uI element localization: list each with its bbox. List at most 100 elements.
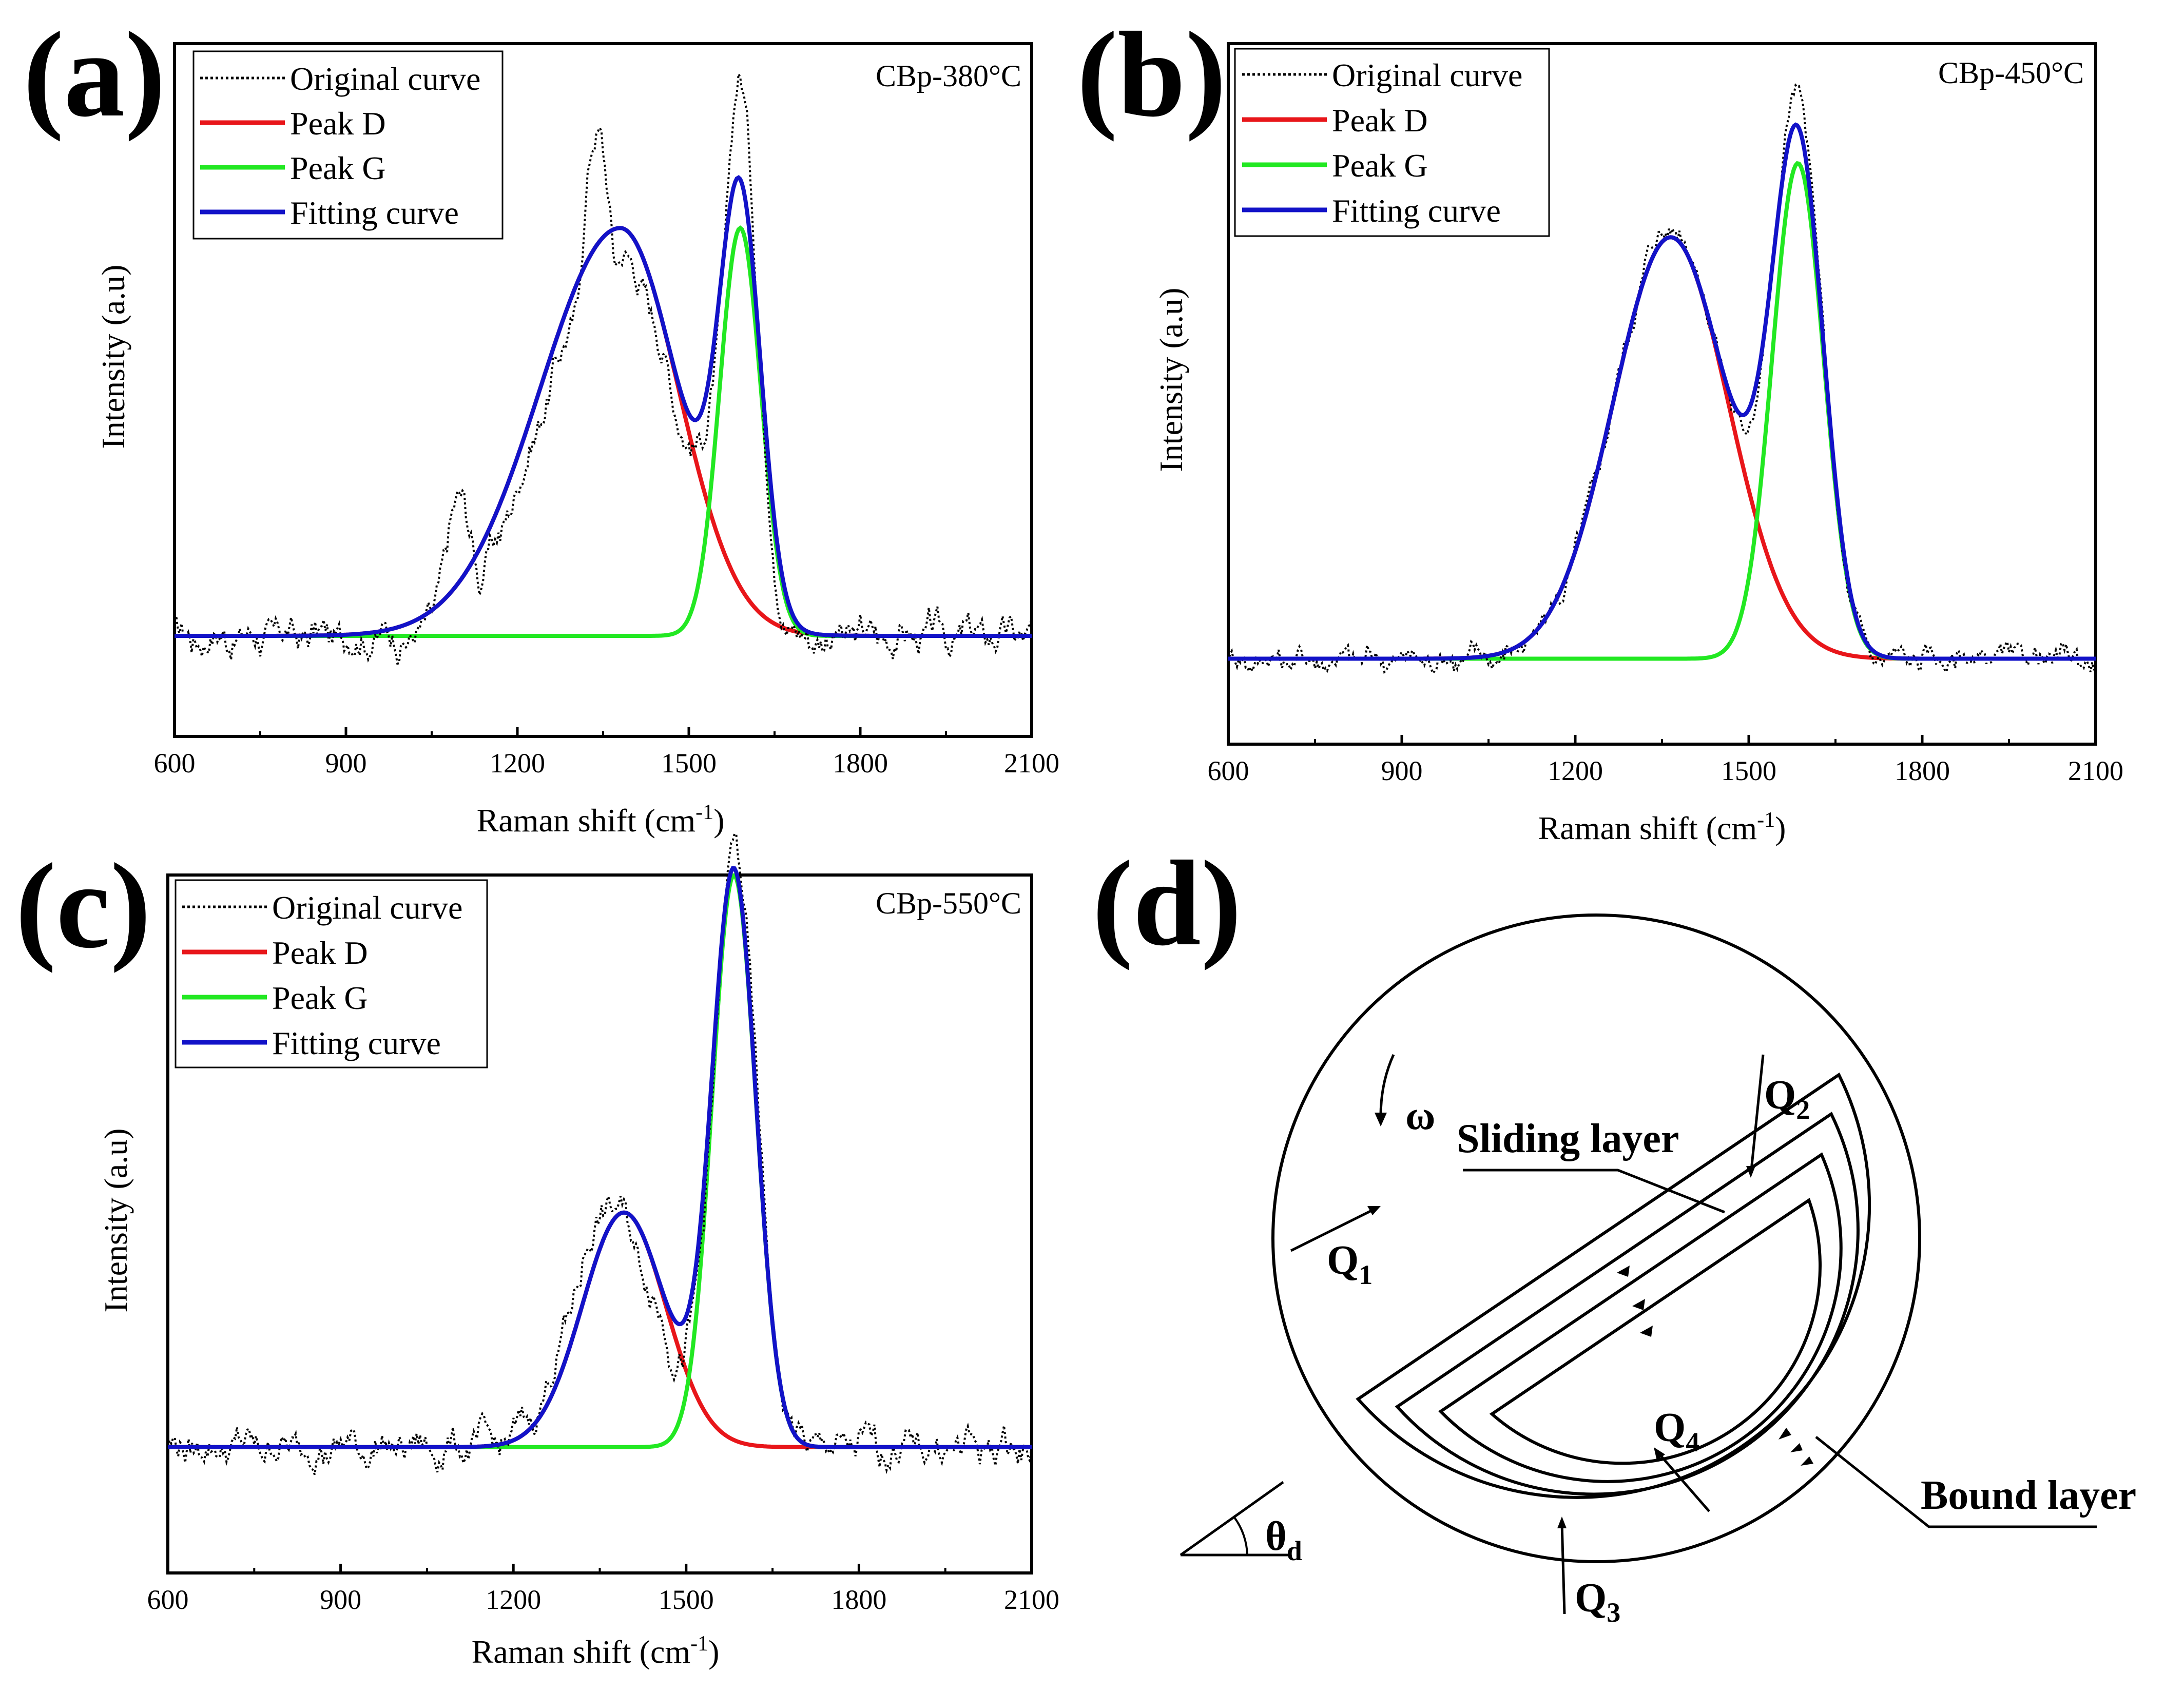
x-axis-title-a: Raman shift (cm-1)	[477, 801, 725, 839]
curves-a	[173, 70, 1033, 665]
legend-peak-g-a: Peak G	[290, 150, 386, 186]
bed-layer-outer	[1356, 1072, 1871, 1499]
y-axis-title-c: Intensity (a.u)	[98, 1129, 134, 1313]
q4-arrowhead	[1654, 1447, 1665, 1461]
sample-label-a: CBp-380°C	[876, 59, 1021, 93]
x-axis-title-c: Raman shift (cm-1)	[472, 1632, 720, 1670]
bed-layer-2	[1395, 1112, 1860, 1496]
x-axis-title-end-b: )	[1775, 810, 1786, 846]
theta-letter: θ	[1265, 1514, 1287, 1559]
q4-letter: Q	[1654, 1405, 1686, 1450]
q3-letter: Q	[1575, 1576, 1607, 1621]
legend-box-a	[192, 50, 504, 240]
x-axis-title-sup-b: -1	[1757, 808, 1775, 832]
q3-sub: 3	[1607, 1597, 1620, 1628]
legend-fitting-c: Fitting curve	[272, 1025, 441, 1061]
x-tick-label: 2100	[2068, 755, 2123, 786]
q4-label: Q4	[1654, 1405, 1699, 1457]
chart-b: 600 900 1200 1500 1800 2100 Original curve Pe…	[1153, 42, 2123, 846]
series-fitting-curve	[168, 866, 1032, 1449]
flow-arrowhead-5	[1790, 1443, 1803, 1452]
q4-sub: 4	[1686, 1427, 1699, 1457]
x-tick-label: 2100	[1004, 748, 1059, 779]
x-tick-label: 1200	[490, 748, 545, 779]
q2-sub: 2	[1796, 1094, 1810, 1125]
sliding-layer-label: Sliding layer	[1457, 1116, 1679, 1161]
x-axis-title-sup-c: -1	[690, 1632, 708, 1656]
series-peak-g	[1228, 161, 2096, 661]
rotation-arrowhead	[1375, 1113, 1387, 1126]
series-original-curve	[167, 832, 1033, 1475]
x-tick-label: 1200	[486, 1584, 541, 1615]
rotation-arrow	[1379, 1054, 1395, 1117]
x-ticks-a: 600 900 1200 1500 1800 2100	[154, 727, 1059, 779]
q3-label: Q3	[1575, 1576, 1620, 1628]
curves-c	[167, 832, 1033, 1475]
sample-label-b: CBp-450°C	[1938, 56, 2084, 90]
x-tick-label: 1200	[1548, 755, 1603, 786]
theta-slope	[1180, 1481, 1284, 1557]
x-tick-label: 600	[147, 1584, 189, 1615]
legend-original-b: Original curve	[1332, 57, 1522, 93]
x-axis-title-text-a: Raman shift (cm	[477, 802, 696, 839]
legend-peak-g-c: Peak G	[272, 980, 368, 1016]
legend-original-c: Original curve	[272, 889, 462, 926]
q1-sub: 1	[1359, 1259, 1373, 1290]
bed-layer-inner	[1489, 1197, 1822, 1465]
flow-arrowhead-3	[1640, 1326, 1653, 1337]
x-axis-title-text-c: Raman shift (cm	[472, 1634, 691, 1670]
x-axis-title-b: Raman shift (cm-1)	[1538, 808, 1786, 846]
panel-label-c: (c)	[15, 839, 151, 974]
x-axis-title-sup-a: -1	[695, 801, 713, 824]
sample-label-c: CBp-550°C	[876, 886, 1021, 920]
legend-peak-g-b: Peak G	[1332, 147, 1428, 184]
series-original-curve	[173, 70, 1033, 665]
q1-letter: Q	[1327, 1238, 1359, 1283]
legend-peak-d-a: Peak D	[290, 105, 386, 142]
curves-b	[1227, 83, 2097, 675]
bound-layer-label: Bound layer	[1921, 1473, 2136, 1518]
legend-fitting-a: Fitting curve	[290, 195, 459, 231]
chart-c: 600 900 1200 1500 1800 2100 Original curve Pe…	[98, 832, 1059, 1670]
x-tick-label: 1500	[661, 748, 717, 779]
q3-arrow-line	[1560, 1523, 1566, 1615]
q2-letter: Q	[1764, 1073, 1796, 1118]
panel-label-a: (a)	[23, 7, 166, 142]
theta-arc	[1233, 1517, 1248, 1556]
legend-original-a: Original curve	[290, 61, 480, 97]
omega-label: ω	[1405, 1093, 1435, 1138]
drum-circle	[1271, 913, 1921, 1563]
x-ticks-c: 600 900 1200 1500 1800 2100	[147, 1564, 1059, 1615]
x-tick-label: 1500	[659, 1584, 714, 1615]
x-tick-label: 1800	[831, 1584, 886, 1615]
theta-sub: d	[1287, 1535, 1302, 1566]
q2-label: Q2	[1764, 1073, 1810, 1125]
flow-arrowhead-2	[1632, 1299, 1645, 1310]
panel-label-d: (d)	[1092, 836, 1242, 971]
q3-arrowhead	[1557, 1517, 1567, 1528]
q1-arrow-line	[1290, 1207, 1377, 1252]
y-axis-title-b: Intensity (a.u)	[1153, 288, 1189, 472]
theta-label: θd	[1265, 1514, 1302, 1566]
x-tick-label: 600	[1208, 755, 1249, 786]
x-axis-title-end-c: )	[708, 1634, 719, 1670]
x-tick-label: 900	[320, 1584, 361, 1615]
bed-layers	[1356, 1072, 1871, 1499]
x-tick-label: 1800	[833, 748, 888, 779]
q2-arrow-line	[1750, 1054, 1765, 1171]
y-axis-title-a: Intensity (a.u)	[95, 265, 131, 449]
q4-arrow-line	[1657, 1451, 1710, 1512]
legend-peak-d-c: Peak D	[272, 935, 368, 971]
legend-box-b	[1234, 48, 1550, 237]
bound-layer-leader	[1815, 1436, 2097, 1528]
flow-arrowhead-6	[1801, 1456, 1813, 1466]
diagram-labels: ω Sliding layer Bound layer Q1 Q2 Q3 Q4 …	[1265, 1073, 2136, 1628]
series-peak-d	[175, 226, 1032, 638]
chart-a: 600 900 1200 1500 1800 2100 Original curve Pe…	[95, 42, 1059, 839]
series-fitting-curve	[1228, 122, 2096, 661]
legend-peak-d-b: Peak D	[1332, 102, 1428, 139]
flow-arrowhead-4	[1779, 1428, 1791, 1440]
sliding-layer-leader	[1463, 1169, 1725, 1214]
q2-arrowhead	[1746, 1166, 1755, 1178]
